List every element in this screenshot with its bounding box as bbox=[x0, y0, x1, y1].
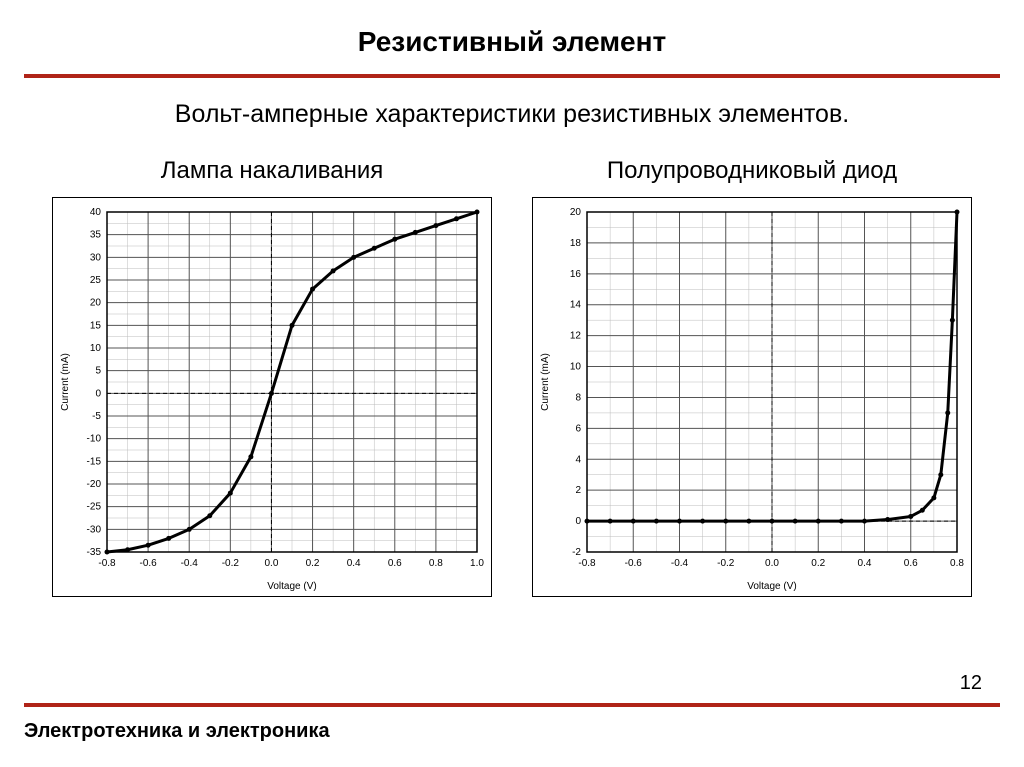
svg-text:-30: -30 bbox=[87, 524, 102, 535]
svg-text:-0.4: -0.4 bbox=[181, 558, 199, 569]
footer-text: Электротехника и электроника bbox=[24, 720, 330, 743]
svg-text:0.2: 0.2 bbox=[306, 558, 320, 569]
page-subtitle: Вольт-амперные характеристики резистивны… bbox=[0, 100, 1024, 129]
svg-text:0: 0 bbox=[95, 388, 101, 399]
svg-text:-15: -15 bbox=[87, 456, 102, 467]
svg-text:-5: -5 bbox=[92, 411, 101, 422]
svg-text:0: 0 bbox=[575, 516, 581, 527]
svg-text:6: 6 bbox=[575, 423, 581, 434]
svg-text:0.6: 0.6 bbox=[388, 558, 402, 569]
svg-text:0.6: 0.6 bbox=[904, 558, 918, 569]
svg-text:10: 10 bbox=[570, 362, 582, 373]
svg-text:-10: -10 bbox=[87, 434, 102, 445]
chart-left-column: Лампа накаливания -0.8 -0.6 -0.4 -0.2 0.0 0.2… bbox=[52, 157, 492, 597]
page-number: 12 bbox=[960, 672, 982, 695]
svg-text:15: 15 bbox=[90, 320, 102, 331]
svg-text:-25: -25 bbox=[87, 502, 102, 513]
svg-text:35: 35 bbox=[90, 230, 102, 241]
svg-text:-0.2: -0.2 bbox=[222, 558, 240, 569]
svg-text:Current (mA): Current (mA) bbox=[540, 353, 551, 411]
chart-right: -0.8 -0.6 -0.4 -0.2 0.0 0.2 0.4 0.6 0.8 -2 0 2 4 6 8 10… bbox=[532, 197, 972, 597]
svg-text:0.4: 0.4 bbox=[347, 558, 361, 569]
chart-right-label: Полупроводниковый диод bbox=[607, 157, 897, 185]
svg-text:10: 10 bbox=[90, 343, 102, 354]
svg-text:-0.2: -0.2 bbox=[717, 558, 735, 569]
svg-text:0.8: 0.8 bbox=[429, 558, 443, 569]
svg-text:0.8: 0.8 bbox=[950, 558, 964, 569]
svg-text:-20: -20 bbox=[87, 479, 102, 490]
svg-text:Current (mA): Current (mA) bbox=[60, 353, 71, 411]
svg-text:0.4: 0.4 bbox=[858, 558, 872, 569]
page-title: Резистивный элемент bbox=[0, 0, 1024, 58]
svg-text:5: 5 bbox=[95, 366, 101, 377]
svg-text:4: 4 bbox=[575, 454, 581, 465]
svg-text:16: 16 bbox=[570, 269, 582, 280]
svg-text:8: 8 bbox=[575, 392, 581, 403]
divider-bottom bbox=[24, 703, 1000, 707]
svg-text:12: 12 bbox=[570, 331, 582, 342]
svg-text:-0.8: -0.8 bbox=[578, 558, 596, 569]
svg-text:0.0: 0.0 bbox=[264, 558, 278, 569]
svg-text:2: 2 bbox=[575, 485, 581, 496]
svg-text:25: 25 bbox=[90, 275, 102, 286]
svg-text:0.2: 0.2 bbox=[811, 558, 825, 569]
svg-text:-2: -2 bbox=[572, 547, 581, 558]
svg-text:40: 40 bbox=[90, 207, 102, 218]
svg-text:18: 18 bbox=[570, 238, 582, 249]
svg-text:-0.6: -0.6 bbox=[139, 558, 157, 569]
svg-text:20: 20 bbox=[90, 298, 102, 309]
svg-text:-0.6: -0.6 bbox=[625, 558, 643, 569]
svg-text:1.0: 1.0 bbox=[470, 558, 484, 569]
svg-text:-0.8: -0.8 bbox=[98, 558, 116, 569]
divider-top bbox=[24, 74, 1000, 78]
svg-text:-35: -35 bbox=[87, 547, 102, 558]
svg-text:14: 14 bbox=[570, 300, 582, 311]
svg-text:Voltage (V): Voltage (V) bbox=[267, 581, 316, 592]
chart-left: -0.8 -0.6 -0.4 -0.2 0.0 0.2 0.4 0.6 0.8 1.0 -35 -30… bbox=[52, 197, 492, 597]
svg-text:Voltage (V): Voltage (V) bbox=[747, 581, 796, 592]
chart-left-label: Лампа накаливания bbox=[161, 157, 383, 185]
svg-text:30: 30 bbox=[90, 252, 102, 263]
svg-text:20: 20 bbox=[570, 207, 582, 218]
svg-text:0.0: 0.0 bbox=[765, 558, 779, 569]
chart-right-column: Полупроводниковый диод -0.8 -0.6 -0.4 -0.2 0… bbox=[532, 157, 972, 597]
svg-text:-0.4: -0.4 bbox=[671, 558, 689, 569]
charts-row: Лампа накаливания -0.8 -0.6 -0.4 -0.2 0.0 0.2… bbox=[0, 157, 1024, 597]
